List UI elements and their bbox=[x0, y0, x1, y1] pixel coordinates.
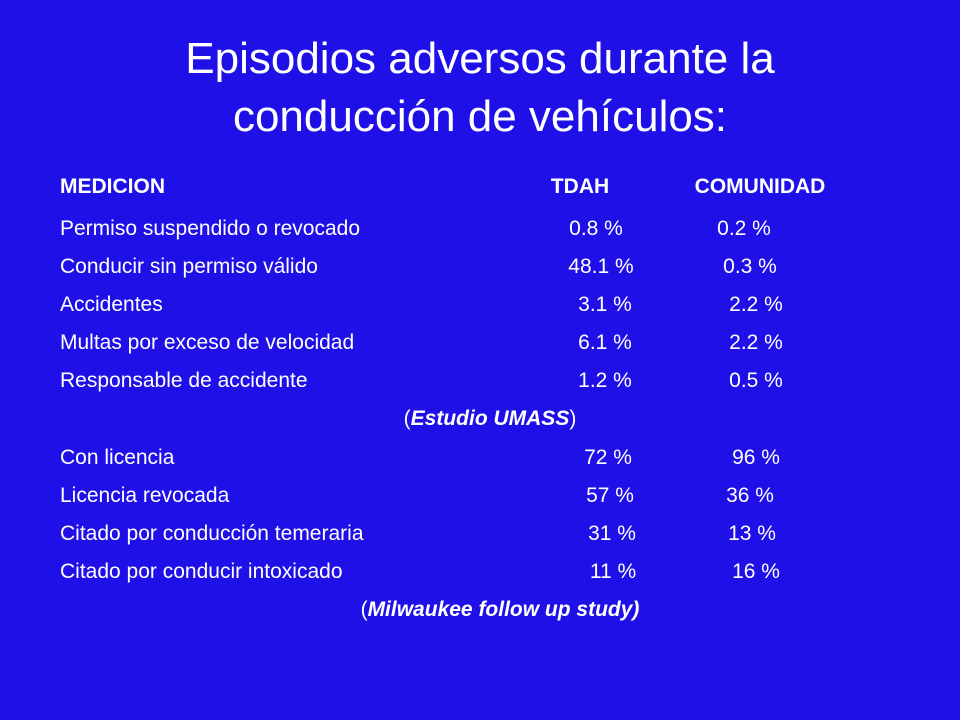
header-comunidad: COMUNIDAD bbox=[694, 175, 826, 198]
source-name: Milwaukee follow up study) bbox=[367, 598, 640, 621]
title-line-2: conducción de vehículos: bbox=[232, 92, 728, 141]
row-label: Permiso suspendido o revocado bbox=[60, 217, 361, 240]
slide-title: Episodios adversos durante la conducción… bbox=[0, 30, 960, 146]
title-line-1: Episodios adversos durante la bbox=[185, 34, 775, 83]
row-tdah: 0.8 % bbox=[569, 217, 623, 240]
row-label: Accidentes bbox=[60, 293, 163, 316]
row-comunidad: 13 % bbox=[728, 522, 776, 545]
row-label: Conducir sin permiso válido bbox=[60, 255, 318, 278]
source-paren-open: ( bbox=[360, 598, 368, 621]
source-paren-open: ( bbox=[403, 407, 411, 430]
source-name: Estudio UMASS bbox=[410, 407, 570, 430]
source-paren-close: ) bbox=[569, 407, 577, 430]
row-label: Citado por conducción temeraria bbox=[60, 522, 364, 545]
row-label: Multas por exceso de velocidad bbox=[60, 331, 355, 354]
row-tdah: 3.1 % bbox=[578, 293, 632, 316]
row-label: Responsable de accidente bbox=[60, 369, 308, 392]
row-tdah: 11 % bbox=[589, 560, 637, 583]
row-comunidad: 0.5 % bbox=[729, 369, 783, 392]
row-tdah: 48.1 % bbox=[568, 255, 634, 278]
header-medicion: MEDICION bbox=[60, 175, 165, 198]
row-comunidad: 2.2 % bbox=[729, 293, 783, 316]
row-comunidad: 96 % bbox=[732, 446, 780, 469]
row-tdah: 31 % bbox=[588, 522, 636, 545]
header-tdah: TDAH bbox=[550, 175, 610, 198]
row-comunidad: 16 % bbox=[732, 560, 780, 583]
row-tdah: 6.1 % bbox=[578, 331, 632, 354]
row-label: Licencia revocada bbox=[60, 484, 230, 507]
source-umass: (Estudio UMASS) bbox=[0, 407, 960, 431]
row-tdah: 1.2 % bbox=[578, 369, 632, 392]
row-comunidad: 0.2 % bbox=[717, 217, 771, 240]
row-comunidad: 2.2 % bbox=[729, 331, 783, 354]
row-comunidad: 36 % bbox=[726, 484, 774, 507]
row-tdah: 72 % bbox=[584, 446, 632, 469]
row-label: Citado por conducir intoxicado bbox=[60, 560, 343, 583]
row-comunidad: 0.3 % bbox=[723, 255, 777, 278]
row-label: Con licencia bbox=[60, 446, 175, 469]
source-milwaukee: (Milwaukee follow up study) bbox=[0, 598, 960, 622]
row-tdah: 57 % bbox=[586, 484, 634, 507]
